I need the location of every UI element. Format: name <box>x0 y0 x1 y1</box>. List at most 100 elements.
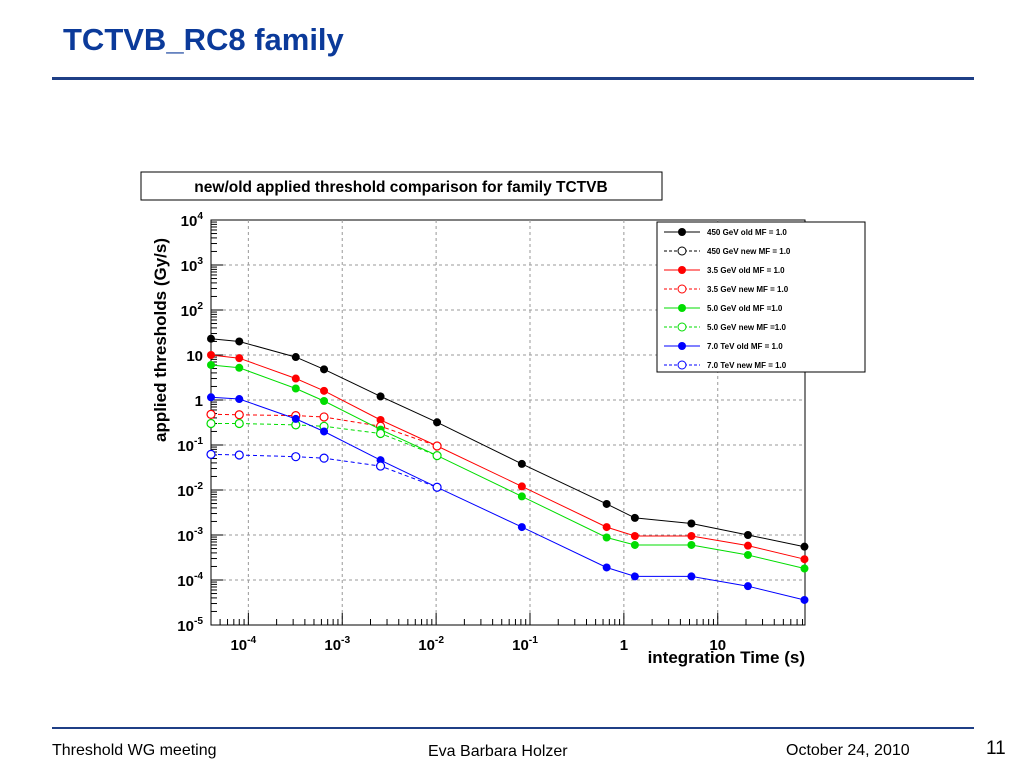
x-tick-label: 10 <box>709 637 726 654</box>
y-tick-label: 102 <box>181 301 204 320</box>
legend-marker <box>678 304 686 312</box>
legend-label: 7.0 TeV new MF = 1.0 <box>707 361 787 370</box>
series-450-gev-old-mf-1-0 <box>207 334 809 551</box>
series-5-0-gev-old-mf-1-0 <box>207 360 809 573</box>
data-point <box>517 459 526 468</box>
legend-item: 5.0 GeV new MF =1.0 <box>664 322 786 332</box>
page-number: 11 <box>986 738 1006 759</box>
legend-marker <box>678 266 686 274</box>
series-7-0-tev-new-mf-1-0 <box>206 449 442 492</box>
y-tick-label: 1 <box>195 393 203 410</box>
legend-marker <box>677 284 687 294</box>
legend-item: 3.5 GeV old MF = 1.0 <box>664 266 785 275</box>
data-point <box>291 384 300 393</box>
data-point <box>432 451 442 461</box>
data-point <box>602 523 611 532</box>
series-line <box>210 396 805 601</box>
y-tick-label: 103 <box>181 256 204 275</box>
legend-item: 7.0 TeV new MF = 1.0 <box>664 360 787 370</box>
data-point <box>376 415 385 424</box>
y-tick-label: 10 <box>186 348 203 365</box>
data-point <box>800 555 809 564</box>
slide-title: TCTVB_RC8 family <box>63 22 344 57</box>
data-point <box>743 582 752 591</box>
data-point <box>319 412 329 422</box>
title-divider <box>52 77 974 80</box>
data-point <box>320 386 329 395</box>
grid <box>211 220 805 625</box>
data-point <box>743 531 752 539</box>
data-point <box>517 482 526 491</box>
data-point <box>432 482 442 492</box>
data-point <box>320 365 329 374</box>
y-tick-label: 104 <box>181 211 204 230</box>
chart-title: new/old applied threshold comparison for… <box>194 179 607 196</box>
data-point <box>207 351 215 359</box>
data-point <box>517 523 526 532</box>
x-tick-label: 10-1 <box>512 635 538 654</box>
series-line <box>210 364 805 569</box>
data-point <box>630 540 639 549</box>
data-point <box>743 541 752 550</box>
data-point <box>206 409 216 419</box>
data-point <box>630 532 639 541</box>
data-point <box>320 397 329 406</box>
legend-label: 3.5 GeV old MF = 1.0 <box>707 266 785 275</box>
footer-author: Eva Barbara Holzer <box>428 743 568 760</box>
data-point <box>376 392 385 401</box>
footer-meeting: Threshold WG meeting <box>52 742 217 759</box>
data-point <box>235 363 244 372</box>
data-point <box>687 519 696 528</box>
data-point <box>432 441 442 451</box>
legend-marker <box>677 360 687 370</box>
x-tick-label: 10-2 <box>418 635 444 654</box>
x-tick-label: 10-3 <box>324 635 350 654</box>
data-point <box>206 449 216 459</box>
footer-date: October 24, 2010 <box>786 742 910 759</box>
data-point <box>687 540 696 549</box>
footer-divider <box>52 727 974 729</box>
legend-item: 7.0 TeV old MF = 1.0 <box>664 342 783 351</box>
data-point <box>234 418 244 429</box>
data-point <box>602 533 611 542</box>
data-point <box>319 453 329 463</box>
y-tick-label: 10-2 <box>177 481 203 500</box>
data-point <box>235 395 244 404</box>
data-point <box>235 337 244 346</box>
x-tick-label: 1 <box>620 637 628 654</box>
legend-label: 5.0 GeV old MF =1.0 <box>707 304 783 313</box>
data-point <box>602 563 611 572</box>
legend-label: 3.5 GeV new MF = 1.0 <box>707 285 789 294</box>
y-axis-label: applied thresholds (Gy/s) <box>151 238 170 442</box>
data-point <box>602 499 611 508</box>
y-tick-label: 10-1 <box>177 436 203 455</box>
data-point <box>235 354 244 363</box>
data-point <box>207 360 215 369</box>
data-point <box>743 550 752 559</box>
data-point <box>291 353 300 362</box>
data-point <box>291 414 300 423</box>
series-line <box>210 354 805 560</box>
series-line <box>210 413 438 447</box>
data-point <box>630 513 639 522</box>
y-tick-label: 10-5 <box>177 616 203 635</box>
legend-marker <box>677 322 687 332</box>
legend-item: 3.5 GeV new MF = 1.0 <box>664 284 789 294</box>
legend-item: 450 GeV new MF = 1.0 <box>664 246 791 256</box>
y-tick-label: 10-4 <box>177 571 203 590</box>
data-point <box>291 452 301 462</box>
legend-marker <box>678 342 686 350</box>
data-point <box>234 410 244 420</box>
data-point <box>291 374 300 383</box>
data-point <box>207 393 215 402</box>
data-point <box>206 418 216 429</box>
legend-item: 5.0 GeV old MF =1.0 <box>664 304 783 313</box>
legend-label: 450 GeV old MF = 1.0 <box>707 228 787 237</box>
data-point <box>375 428 386 439</box>
data-point <box>630 572 639 581</box>
x-axis-label: integration Time (s) <box>648 648 805 667</box>
data-point <box>687 572 696 581</box>
data-point <box>687 532 696 541</box>
